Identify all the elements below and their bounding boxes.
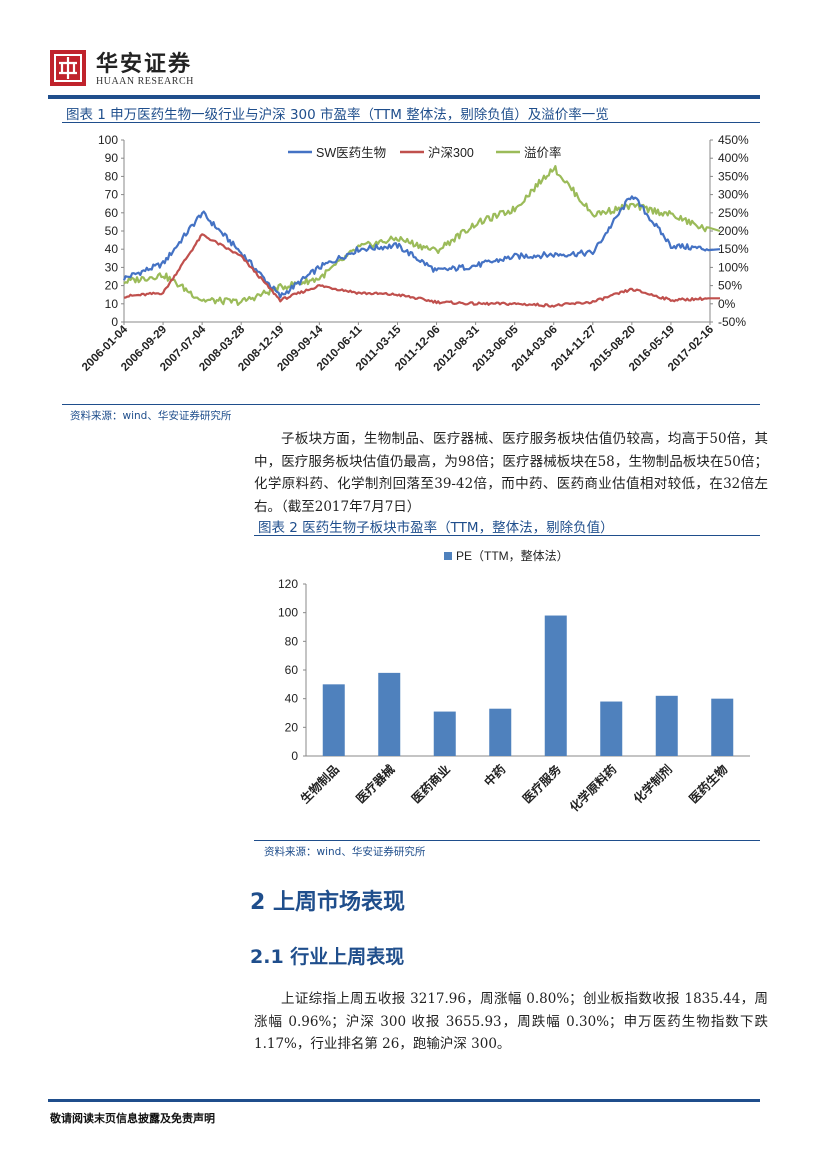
left-tick-label: 20 — [105, 279, 119, 293]
y-tick-label: 20 — [285, 720, 299, 734]
valuation-paragraph: 子板块方面，生物制品、医疗器械、医疗服务板块估值仍较高，均高于50倍，其中，医疗… — [254, 428, 768, 518]
right-tick-label: 300% — [718, 188, 749, 202]
right-tick-label: 250% — [718, 206, 749, 220]
legend-label: PE（TTM，整体法） — [456, 548, 569, 563]
right-tick-label: 200% — [718, 224, 749, 238]
y-tick-label: 60 — [285, 663, 299, 677]
category-label: 中药 — [481, 762, 509, 790]
left-tick-label: 40 — [105, 242, 119, 256]
bar — [322, 684, 345, 756]
legend-label: 沪深300 — [428, 146, 474, 160]
brand-name: 华安证券 — [96, 51, 193, 77]
market-paragraph: 上证综指上周五收报 3217.96，周涨幅 0.80%；创业板指数收报 1835… — [254, 988, 768, 1056]
legend-swatch — [444, 552, 452, 560]
left-tick-label: 10 — [105, 297, 119, 311]
right-tick-label: 50% — [718, 279, 742, 293]
left-tick-label: 100 — [98, 133, 118, 147]
category-label: 医药商业 — [408, 762, 453, 807]
figure2-source-rule — [254, 840, 760, 841]
left-tick-label: 60 — [105, 206, 119, 220]
brand-name-english: HUAAN RESEARCH — [96, 76, 194, 87]
valuation-paragraph-text: 子板块方面，生物制品、医疗器械、医疗服务板块估值仍较高，均高于50倍，其中，医疗… — [254, 431, 768, 515]
subsection-heading: 2.1 行业上周表现 — [250, 946, 405, 968]
bar — [655, 695, 678, 756]
right-tick-label: -50% — [718, 315, 746, 329]
y-tick-label: 40 — [285, 692, 299, 706]
series-line — [123, 165, 721, 306]
legend-label: 溢价率 — [524, 145, 562, 160]
company-logo — [50, 50, 86, 86]
legend-label: SW医药生物 — [316, 146, 386, 160]
header-rule — [48, 95, 760, 99]
market-paragraph-text: 上证综指上周五收报 3217.96，周涨幅 0.80%；创业板指数收报 1835… — [254, 991, 768, 1052]
bar — [489, 708, 512, 756]
figure1-line-chart: 0 10 20 30 40 50 60 70 80 90 100 -50% 0% 50% 100% 150% 2… — [80, 133, 749, 374]
bar — [378, 672, 401, 756]
figure2-title-rule — [254, 535, 760, 536]
y-tick-label: 100 — [278, 606, 298, 620]
footer-rule — [48, 1099, 760, 1102]
logo-icon — [50, 50, 86, 86]
figure1-source: 资料来源：wind、华安证券研究所 — [70, 410, 232, 422]
bar — [600, 701, 623, 756]
bar — [711, 698, 734, 756]
category-label: 医疗器械 — [353, 762, 398, 807]
figure2-source: 资料来源：wind、华安证券研究所 — [264, 846, 426, 858]
category-label: 化学原料药 — [566, 762, 619, 815]
figure1-source-rule — [62, 404, 760, 405]
series-line — [122, 195, 721, 299]
left-tick-label: 0 — [111, 315, 118, 329]
series-line — [123, 233, 720, 308]
category-label: 医药生物 — [686, 762, 731, 807]
bar — [433, 711, 456, 756]
figure1-title-rule — [62, 122, 760, 123]
left-tick-label: 50 — [105, 224, 119, 238]
left-tick-label: 30 — [105, 260, 119, 274]
figure1-title: 图表 1 申万医药生物一级行业与沪深 300 市盈率（TTM 整体法，剔除负值）… — [66, 107, 609, 123]
right-tick-label: 350% — [718, 169, 749, 183]
figure2-bar-chart: 0 20 40 60 80 100 120 生物制品 医疗器械 医药商业 中药 医疗服务 化学原料药 化学… — [278, 548, 750, 815]
right-tick-label: 150% — [718, 242, 749, 256]
disclaimer-note: 敬请阅读末页信息披露及免责声明 — [50, 1112, 215, 1125]
y-tick-label: 80 — [285, 634, 299, 648]
y-tick-label: 0 — [291, 749, 298, 763]
section-heading: 2 上周市场表现 — [250, 890, 405, 915]
bar — [544, 615, 567, 756]
right-tick-label: 400% — [718, 151, 749, 165]
figure2-title: 图表 2 医药生物子板块市盈率（TTM，整体法，剔除负值） — [258, 520, 614, 536]
right-tick-label: 100% — [718, 260, 749, 274]
y-tick-label: 120 — [278, 577, 298, 591]
category-label: 化学制剂 — [630, 762, 675, 807]
category-label: 生物制品 — [297, 762, 342, 807]
left-tick-label: 70 — [105, 188, 119, 202]
right-tick-label: 0% — [718, 297, 736, 311]
left-tick-label: 90 — [105, 151, 119, 165]
category-label: 医疗服务 — [519, 761, 564, 806]
left-tick-label: 80 — [105, 169, 119, 183]
right-tick-label: 450% — [718, 133, 749, 147]
